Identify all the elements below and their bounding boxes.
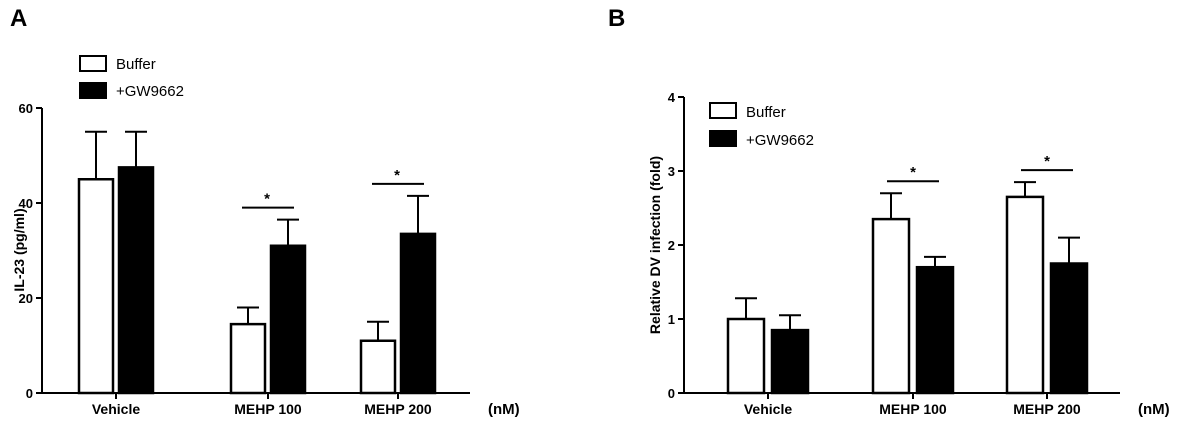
x-tick-label: Vehicle — [744, 401, 792, 417]
legend-swatch-gw9662 — [709, 130, 737, 147]
legend-a: Buffer +GW9662 — [79, 55, 184, 100]
y-tick-label: 3 — [668, 164, 675, 179]
panel-letter-a: A — [10, 5, 27, 32]
y-tick-label: 1 — [668, 312, 675, 327]
legend-label-gw9662: +GW9662 — [746, 132, 814, 149]
y-tick-label: 0 — [668, 386, 675, 401]
bar — [77, 178, 115, 395]
bar — [915, 265, 955, 395]
y-tick-label: 0 — [26, 386, 33, 401]
legend-swatch-buffer — [79, 55, 107, 72]
y-axis-label-a: IL-23 (pg/ml) — [11, 208, 27, 291]
panel-letter-b: B — [608, 5, 625, 32]
bar — [871, 217, 911, 395]
bar — [1049, 262, 1089, 395]
y-tick-label: 4 — [668, 90, 676, 105]
bar — [770, 328, 810, 395]
x-tick-label: MEHP 200 — [364, 401, 432, 417]
legend-b: Buffer +GW9662 — [709, 102, 814, 149]
bar — [359, 339, 397, 395]
legend-label-buffer: Buffer — [746, 104, 786, 121]
significance-star: * — [394, 167, 400, 184]
y-tick-label: 40 — [19, 196, 33, 211]
y-tick-label: 60 — [19, 101, 33, 116]
unit-label-b: (nM) — [1138, 401, 1170, 418]
significance-star: * — [910, 164, 916, 181]
legend-label-buffer: Buffer — [116, 56, 156, 73]
x-tick-label: Vehicle — [92, 401, 140, 417]
legend-label-gw9662: +GW9662 — [116, 83, 184, 100]
bar — [229, 322, 267, 395]
x-tick-label: MEHP 200 — [1013, 401, 1081, 417]
y-tick-label: 20 — [19, 291, 33, 306]
bar — [399, 232, 437, 395]
y-axis-label-b: Relative DV infection (fold) — [647, 156, 663, 334]
x-tick-label: MEHP 100 — [234, 401, 302, 417]
legend-swatch-gw9662 — [79, 82, 107, 99]
x-tick-label: MEHP 100 — [879, 401, 947, 417]
significance-star: * — [264, 191, 270, 208]
bar — [726, 317, 766, 395]
y-tick-label: 2 — [668, 238, 675, 253]
panel-b: B Relative DV infection (fold) (nM) Buff… — [608, 5, 1170, 418]
panel-a: A IL-23 (pg/ml) (nM) Buffer +GW9662 0 20 4… — [10, 5, 520, 418]
unit-label-a: (nM) — [488, 401, 520, 418]
significance-star: * — [1044, 153, 1050, 170]
bar — [117, 166, 155, 395]
bar — [1005, 195, 1045, 395]
legend-swatch-buffer — [709, 102, 737, 119]
bar — [269, 244, 307, 395]
